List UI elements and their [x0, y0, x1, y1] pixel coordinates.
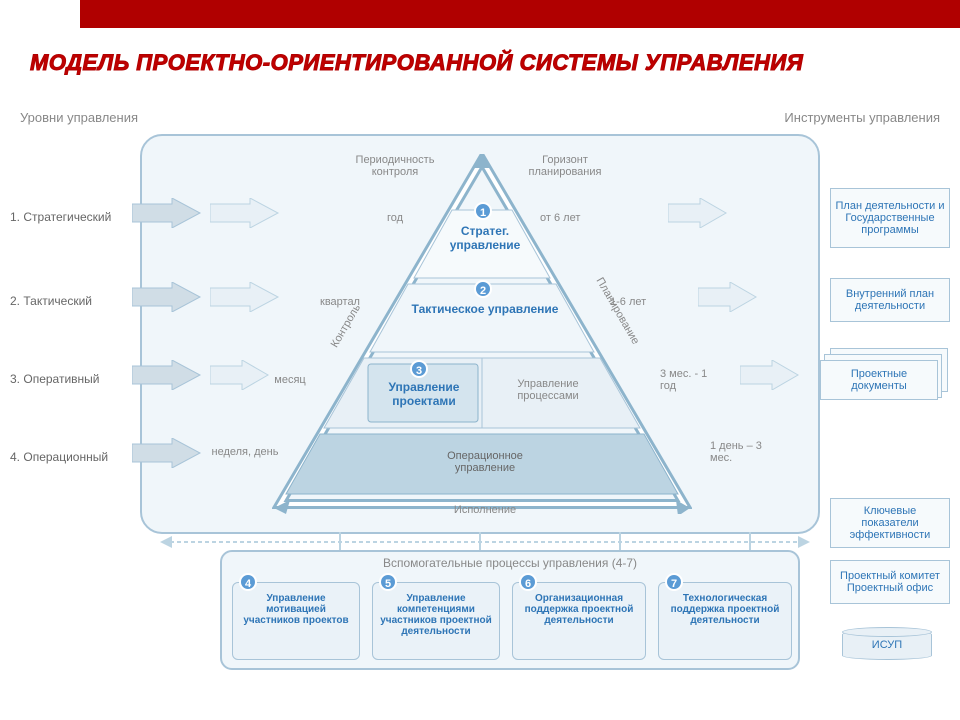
- top-bar: [80, 0, 960, 28]
- arrow-row-icon: [132, 360, 202, 390]
- right-box-2: Внутренний план деятельности: [830, 278, 950, 322]
- badge-1: 1: [474, 202, 492, 220]
- badge-5: 5: [379, 573, 397, 591]
- arrow-out-icon: [740, 360, 800, 390]
- right-header: Инструменты управления: [784, 110, 940, 125]
- supp-box-4: 7 Технологическая поддержка проектной де…: [658, 582, 792, 660]
- level-4: 4. Операционный: [10, 450, 130, 464]
- supp-box-1: 4 Управление мотивацией участников проек…: [232, 582, 360, 660]
- diagram: Уровни управления Инструменты управления…: [10, 110, 950, 710]
- arrow-inner-icon: [210, 198, 280, 228]
- supp-box-3: 6 Организационная поддержка проектной де…: [512, 582, 646, 660]
- badge-6: 6: [519, 573, 537, 591]
- arrow-row-icon: [132, 198, 202, 228]
- right-box-6: ИСУП: [842, 630, 932, 660]
- arrow-row-icon: [132, 438, 202, 468]
- arrow-inner-icon: [210, 282, 280, 312]
- badge-2: 2: [474, 280, 492, 298]
- supporting-title: Вспомогательные процессы управления (4-7…: [222, 556, 798, 570]
- triangle-bottom: Исполнение: [430, 504, 540, 516]
- right-box-3: Проектные документы: [820, 360, 938, 400]
- tier-3-left-label: Управление проектами: [374, 380, 474, 408]
- level-2: 2. Тактический: [10, 294, 130, 308]
- badge-7: 7: [665, 573, 683, 591]
- right-box-1: План деятельности и Государственные прог…: [830, 188, 950, 248]
- right-box-5: Проектный комитет Проектный офис: [830, 560, 950, 604]
- supp-label-1: Управление мотивацией участников проекто…: [237, 593, 355, 626]
- page-title: МОДЕЛЬ ПРОЕКТНО-ОРИЕНТИРОВАННОЙ СИСТЕМЫ …: [30, 50, 803, 76]
- arrow-out-icon: [698, 282, 758, 312]
- supp-label-4: Технологическая поддержка проектной деят…: [663, 593, 787, 626]
- period-4: неделя, день: [210, 446, 280, 458]
- arrow-inner-icon: [210, 360, 270, 390]
- right-box-4: Ключевые показатели эффективности: [830, 498, 950, 548]
- tier-4-label: Операционное управление: [420, 450, 550, 474]
- badge-3: 3: [410, 360, 428, 378]
- tier-1-label: Стратег. управление: [430, 224, 540, 252]
- supp-box-2: 5 Управление компетенциями участников пр…: [372, 582, 500, 660]
- supporting-container: Вспомогательные процессы управления (4-7…: [220, 550, 800, 670]
- tier-3-right-label: Управление процессами: [498, 378, 598, 402]
- bidir-arrow-icon: [160, 532, 810, 552]
- badge-4: 4: [239, 573, 257, 591]
- tier-2-label: Тактическое управление: [400, 302, 570, 316]
- arrow-row-icon: [132, 282, 202, 312]
- level-3: 3. Оперативный: [10, 372, 130, 386]
- supp-label-2: Управление компетенциями участников прое…: [377, 593, 495, 637]
- supp-label-3: Организационная поддержка проектной деят…: [517, 593, 641, 626]
- level-1: 1. Стратегический: [10, 210, 130, 224]
- horizon-4: 1 день – 3 мес.: [710, 440, 770, 464]
- left-header: Уровни управления: [20, 110, 138, 125]
